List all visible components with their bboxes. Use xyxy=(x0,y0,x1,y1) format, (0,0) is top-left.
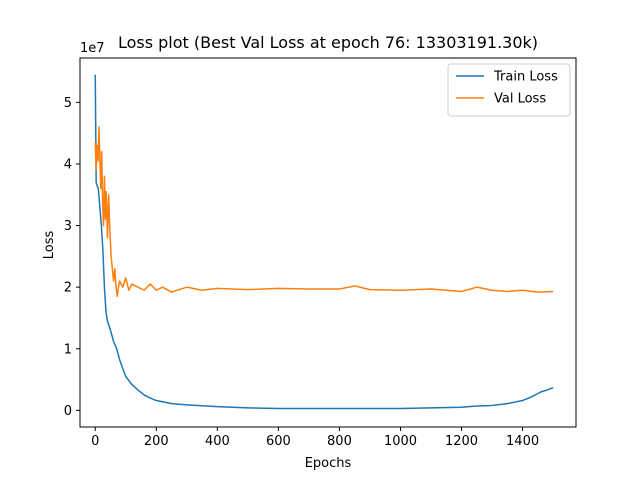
x-axis-label: Epochs xyxy=(305,456,352,471)
legend-box xyxy=(447,63,571,117)
y-scale-label: 1e7 xyxy=(80,41,105,56)
y-tick-label: 1 xyxy=(64,342,72,357)
x-tick-label: 1400 xyxy=(506,434,539,449)
y-tick-label: 5 xyxy=(64,96,72,111)
legend: Train Loss Val Loss xyxy=(447,63,571,117)
x-tick-label: 0 xyxy=(91,434,99,449)
y-tick-label: 0 xyxy=(64,404,72,419)
y-tick-label: 4 xyxy=(64,157,72,172)
axis-ticks: 0 200 400 600 800 1000 1200 1400 0 1 2 3 4 5 xyxy=(64,96,539,449)
x-tick-label: 200 xyxy=(144,434,169,449)
x-tick-label: 1200 xyxy=(445,434,478,449)
y-tick-label: 2 xyxy=(64,281,72,296)
x-tick-label: 800 xyxy=(327,434,352,449)
plot-frame xyxy=(79,57,577,428)
series-line-train-loss xyxy=(94,74,554,410)
y-axis-label: Loss xyxy=(42,231,57,260)
plot-area xyxy=(94,74,554,410)
x-tick-label: 600 xyxy=(266,434,291,449)
legend-label: Val Loss xyxy=(494,92,546,107)
x-tick-label: 1000 xyxy=(384,434,417,449)
legend-label: Train Loss xyxy=(493,70,558,85)
y-tick-label: 3 xyxy=(64,219,72,234)
series-line-val-loss xyxy=(94,126,554,298)
chart-title: Loss plot (Best Val Loss at epoch 76: 13… xyxy=(118,33,538,52)
x-tick-label: 400 xyxy=(205,434,230,449)
